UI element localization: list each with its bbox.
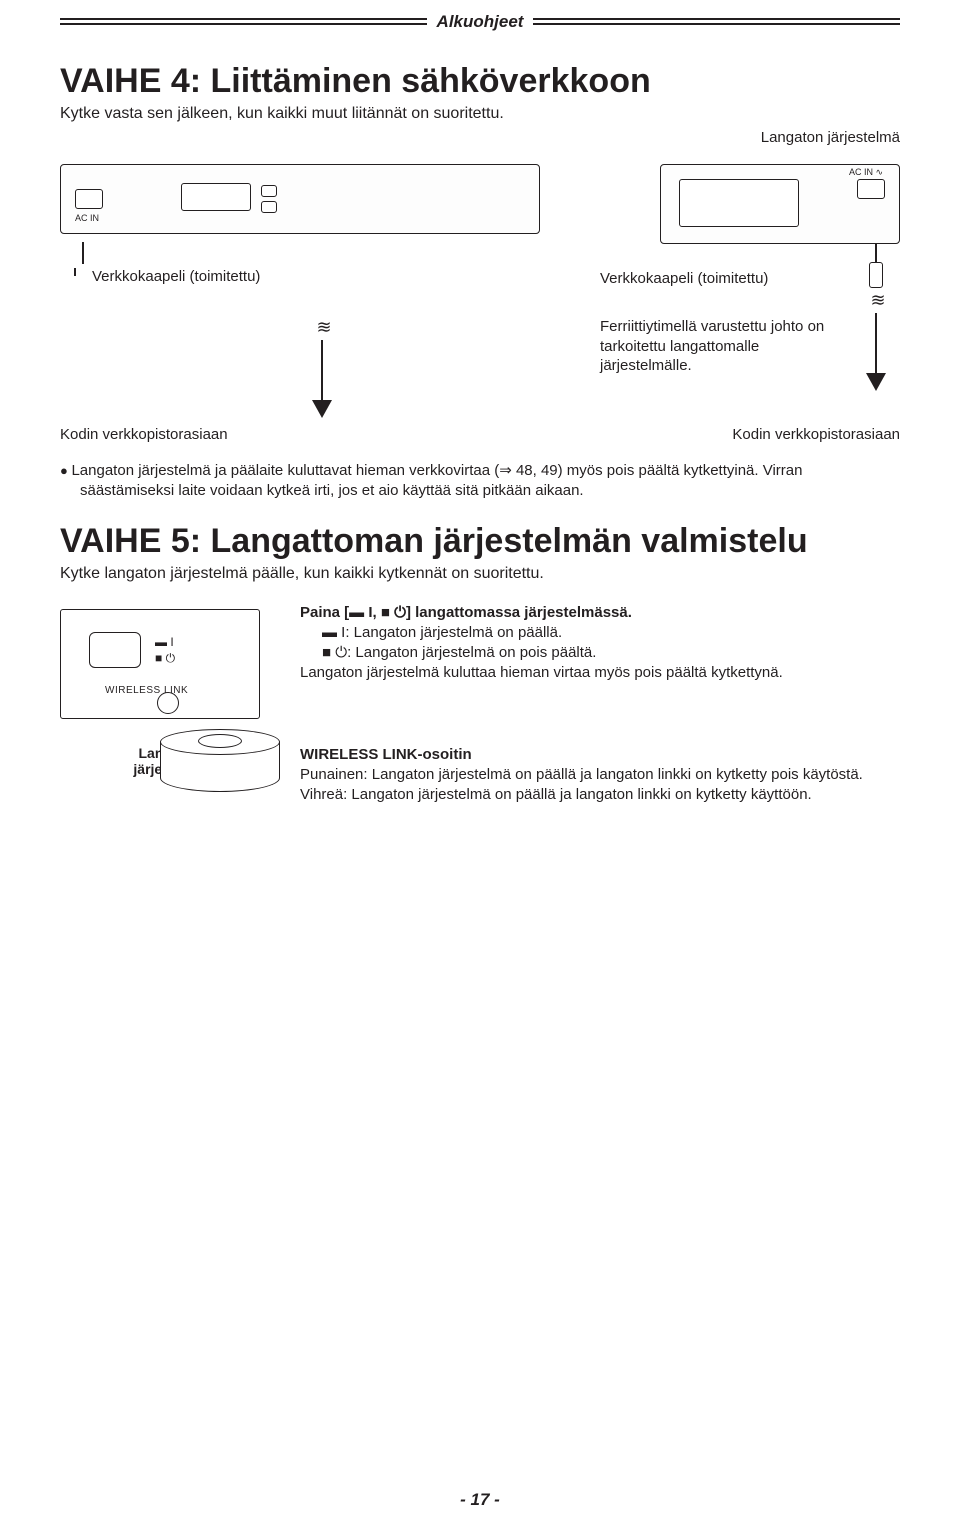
- small-port-1: [261, 185, 277, 197]
- cable-line-l: [82, 256, 84, 264]
- power-marks: ▬ I ■ ⏻: [155, 634, 175, 668]
- port-group: [181, 183, 251, 211]
- power-button-illust: [89, 632, 141, 668]
- wireless-ac-label: AC IN ∿: [849, 167, 883, 178]
- connection-diagram: AC IN Verkkokaapeli (toimitettu) ≋: [60, 164, 900, 418]
- ac-in-label: AC IN: [75, 213, 99, 223]
- section-label: Alkuohjeet: [427, 12, 534, 32]
- wireless-inner: [679, 179, 799, 227]
- cyl-mark: [198, 734, 242, 748]
- step4-subtitle: Kytke vasta sen jälkeen, kun kaikki muut…: [60, 105, 900, 123]
- cyl-top: [160, 729, 280, 755]
- down-arrow-right: [866, 373, 886, 391]
- wl-green-line: Vihreä: Langaton järjestelmä on päällä j…: [300, 785, 900, 805]
- step4-bullet-note: Langaton järjestelmä ja päälaite kulutta…: [60, 461, 900, 502]
- pointer-circle: [157, 692, 179, 714]
- on-line: ▬ I: Langaton järjestelmä on päällä.: [300, 623, 900, 643]
- wl-red-line: Punainen: Langaton järjestelmä on päällä…: [300, 765, 900, 785]
- standby-line: Langaton järjestelmä kuluttaa hieman vir…: [300, 663, 900, 683]
- step5-panel-row: ▬ I ■ ⏻ WIRELESS LINK Paina [▬ I, ■ ⏻] l…: [60, 603, 900, 719]
- press-instruction: Paina [▬ I, ■ ⏻] langattomassa järjestel…: [300, 604, 632, 621]
- step5-title: VAIHE 5: Langattoman järjestelmän valmis…: [60, 522, 900, 561]
- outlet-label-right: Kodin verkkopistorasiaan: [732, 426, 900, 443]
- wireless-unit-bottom-illust: Langaton järjestelmä: [60, 745, 280, 806]
- wireless-unit-illustration: AC IN ∿: [660, 164, 900, 244]
- mark-off: ■ ⏻: [155, 650, 175, 667]
- wireless-ac-inlet: [857, 179, 885, 199]
- cable-label-left: Verkkokaapeli (toimitettu): [92, 268, 260, 285]
- small-port-2: [261, 201, 277, 213]
- wl-indicator-head: WIRELESS LINK-osoitin: [300, 746, 472, 763]
- down-arrow-left: [312, 400, 332, 418]
- wireless-link-text: WIRELESS LINK-osoitin Punainen: Langaton…: [300, 745, 900, 806]
- wireless-link-label: WIRELESS LINK: [105, 685, 188, 696]
- outlet-label-left: Kodin verkkopistorasiaan: [60, 426, 228, 443]
- vline: [82, 242, 84, 256]
- cable-label-right: Verkkokaapeli (toimitettu): [600, 270, 854, 287]
- wireless-system-top-label: Langaton järjestelmä: [60, 129, 900, 146]
- page-number: - 17 -: [0, 1490, 960, 1510]
- ferrite-note: Ferriittiytimellä varustettu johto on ta…: [600, 317, 854, 376]
- off-line: ■ ⏻: Langaton järjestelmä on pois päältä…: [300, 643, 900, 663]
- outlet-row: Kodin verkkopistorasiaan Kodin verkkopis…: [60, 426, 900, 443]
- step5-subtitle: Kytke langaton järjestelmä päälle, kun k…: [60, 565, 900, 583]
- step4-title: VAIHE 4: Liittäminen sähköverkkoon: [60, 62, 900, 101]
- wave-left: ≋: [316, 323, 327, 332]
- ferrite-core-illust: [869, 262, 883, 288]
- wave-right: ≋: [870, 296, 881, 305]
- wireless-link-row: Langaton järjestelmä WIRELESS LINK-osoit…: [60, 745, 900, 806]
- main-unit-illustration: AC IN: [60, 164, 540, 234]
- mark-on: ▬ I: [155, 634, 175, 651]
- ac-inlet: [75, 189, 103, 209]
- panel-illustration: ▬ I ■ ⏻ WIRELESS LINK: [60, 603, 280, 719]
- step5-text: Paina [▬ I, ■ ⏻] langattomassa järjestel…: [300, 603, 900, 719]
